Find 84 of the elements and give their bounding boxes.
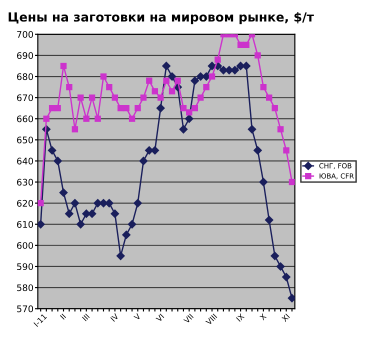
y-tick-label: 620 — [17, 200, 34, 207]
point — [134, 199, 142, 208]
point — [243, 42, 250, 48]
point — [70, 199, 80, 208]
point — [122, 230, 130, 239]
point — [272, 105, 278, 112]
point — [146, 78, 152, 84]
point — [78, 94, 84, 101]
point — [157, 94, 164, 101]
point — [54, 105, 61, 112]
point — [128, 116, 136, 122]
y-tick-label: 600 — [17, 242, 34, 249]
point — [180, 105, 187, 112]
point — [60, 62, 67, 70]
y-tick-label: 680 — [17, 73, 34, 80]
y-tick-label: 670 — [17, 94, 34, 102]
point — [168, 72, 176, 81]
point — [265, 216, 274, 224]
y-tick-label: 690 — [17, 52, 34, 59]
y-tick-label: 640 — [17, 158, 34, 165]
point — [282, 272, 290, 282]
point — [76, 220, 85, 228]
point — [112, 94, 118, 101]
point — [254, 52, 261, 59]
y-tick-label: 700 — [17, 31, 34, 38]
y-tick-label: 570 — [17, 305, 34, 312]
point — [105, 199, 114, 208]
point — [83, 116, 90, 122]
point — [100, 73, 107, 80]
chart-title: Цены на заготовки на мировом рынке, $/т — [8, 12, 314, 24]
point — [174, 78, 181, 84]
y-tick-label: 650 — [17, 136, 34, 144]
point — [259, 178, 268, 186]
point — [197, 94, 204, 101]
point — [140, 94, 147, 101]
point — [54, 156, 62, 166]
point — [203, 84, 210, 90]
point — [270, 252, 279, 260]
point — [134, 105, 141, 112]
point — [276, 262, 285, 271]
point — [277, 126, 284, 132]
point — [208, 73, 216, 80]
point — [156, 104, 165, 112]
point — [283, 147, 290, 154]
y-tick-label: 580 — [17, 284, 34, 292]
point — [48, 105, 56, 112]
point — [288, 178, 295, 186]
point — [65, 210, 74, 218]
point — [190, 76, 200, 85]
point — [110, 210, 120, 218]
point — [139, 156, 148, 166]
point — [88, 94, 96, 101]
point — [152, 88, 158, 94]
y-tick-label: 660 — [17, 115, 34, 122]
point — [66, 84, 72, 90]
point — [185, 114, 194, 123]
y-tick-label: 610 — [17, 221, 34, 228]
y-tick-label: 630 — [17, 178, 34, 186]
point — [288, 294, 295, 302]
y-tick-label: 590 — [17, 263, 34, 270]
point — [237, 42, 244, 48]
point — [48, 146, 56, 155]
point — [128, 220, 136, 228]
point — [94, 116, 101, 122]
point — [186, 109, 192, 116]
point — [116, 252, 125, 260]
point — [118, 105, 124, 112]
point — [59, 188, 68, 197]
point — [179, 125, 188, 134]
point — [266, 94, 272, 101]
point — [254, 146, 262, 155]
point — [72, 126, 78, 132]
point — [192, 105, 198, 112]
point — [168, 88, 176, 94]
point — [260, 84, 267, 90]
point — [38, 220, 45, 228]
point — [123, 105, 130, 112]
point — [162, 62, 170, 70]
point — [248, 125, 256, 134]
point — [163, 78, 170, 84]
point — [43, 116, 50, 122]
point — [106, 84, 112, 90]
point — [214, 56, 221, 63]
point — [38, 200, 44, 206]
